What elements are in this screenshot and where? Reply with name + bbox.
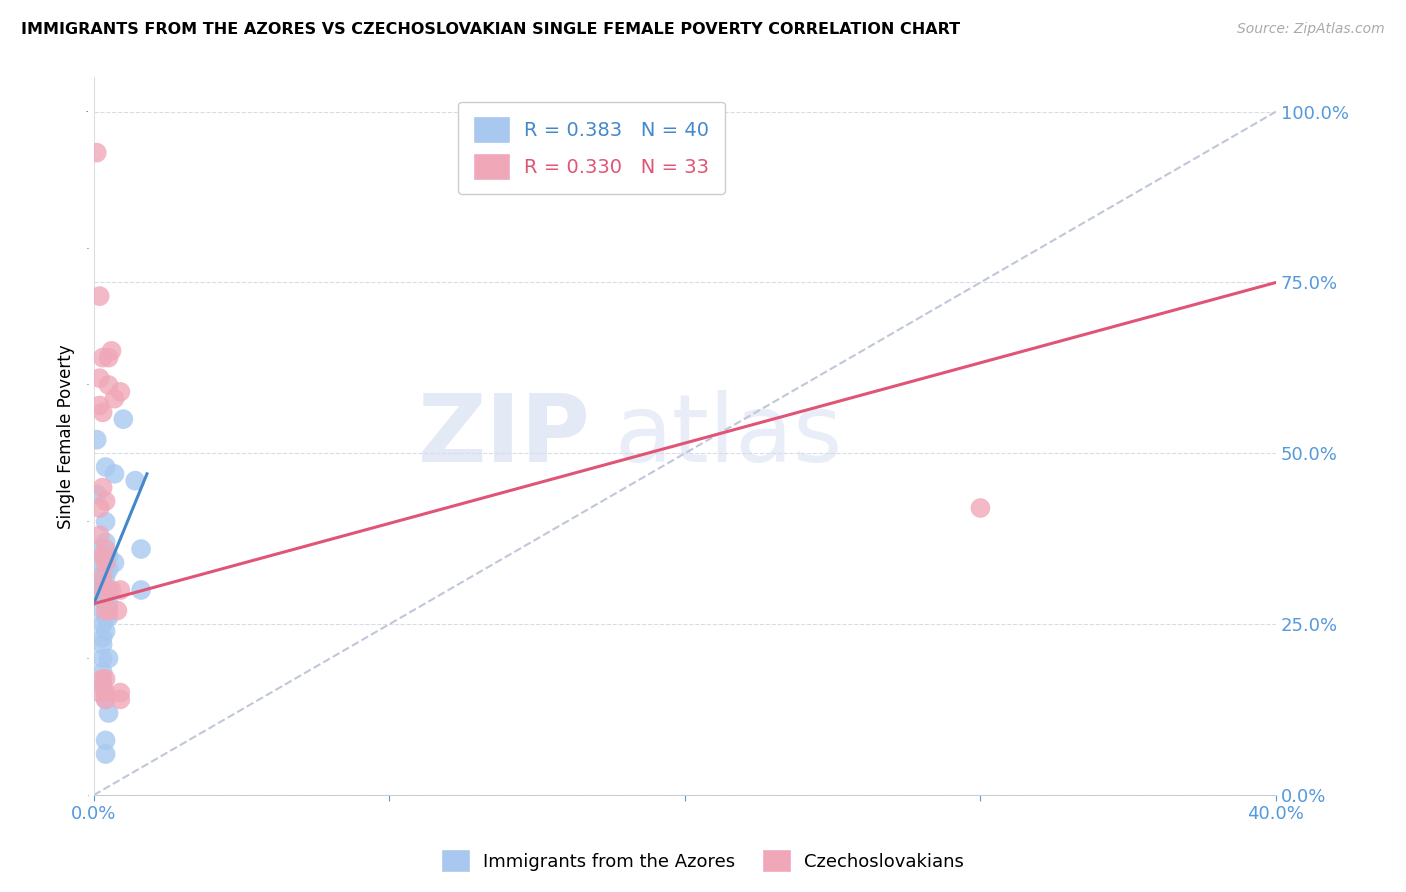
Point — [97, 706, 120, 720]
Point — [89, 541, 111, 556]
Text: ZIP: ZIP — [418, 391, 591, 483]
Point — [91, 631, 114, 645]
Point — [89, 399, 111, 413]
Point — [97, 597, 120, 611]
Point — [94, 549, 117, 563]
Point — [89, 582, 111, 597]
Point — [112, 412, 135, 426]
Point — [103, 392, 125, 406]
Point — [94, 610, 117, 624]
Point — [97, 351, 120, 365]
Point — [94, 515, 117, 529]
Point — [969, 501, 991, 516]
Point — [94, 733, 117, 747]
Point — [86, 433, 108, 447]
Y-axis label: Single Female Poverty: Single Female Poverty — [58, 344, 75, 529]
Point — [94, 747, 117, 761]
Point — [91, 405, 114, 419]
Point — [110, 384, 132, 399]
Point — [91, 638, 114, 652]
Point — [97, 378, 120, 392]
Point — [89, 569, 111, 583]
Point — [94, 624, 117, 638]
Point — [97, 651, 120, 665]
Point — [91, 603, 114, 617]
Point — [91, 672, 114, 686]
Point — [91, 582, 114, 597]
Point — [94, 685, 117, 699]
Point — [94, 590, 117, 604]
Point — [94, 541, 117, 556]
Point — [89, 528, 111, 542]
Point — [94, 692, 117, 706]
Point — [110, 692, 132, 706]
Point — [129, 582, 152, 597]
Point — [91, 576, 114, 591]
Point — [94, 460, 117, 475]
Point — [103, 556, 125, 570]
Text: Source: ZipAtlas.com: Source: ZipAtlas.com — [1237, 22, 1385, 37]
Point — [94, 672, 117, 686]
Point — [100, 582, 122, 597]
Point — [94, 494, 117, 508]
Point — [94, 535, 117, 549]
Point — [91, 651, 114, 665]
Point — [86, 145, 108, 160]
Point — [124, 474, 146, 488]
Point — [89, 371, 111, 385]
Point — [91, 617, 114, 632]
Point — [94, 556, 117, 570]
Point — [97, 603, 120, 617]
Point — [91, 556, 114, 570]
Point — [129, 541, 152, 556]
Legend: Immigrants from the Azores, Czechoslovakians: Immigrants from the Azores, Czechoslovak… — [434, 843, 972, 879]
Legend: R = 0.383   N = 40, R = 0.330   N = 33: R = 0.383 N = 40, R = 0.330 N = 33 — [458, 102, 725, 194]
Point — [94, 692, 117, 706]
Point — [91, 679, 114, 693]
Point — [107, 603, 129, 617]
Point — [94, 603, 117, 617]
Point — [97, 610, 120, 624]
Point — [103, 467, 125, 481]
Point — [89, 685, 111, 699]
Point — [97, 549, 120, 563]
Text: atlas: atlas — [614, 391, 842, 483]
Point — [94, 556, 117, 570]
Point — [100, 343, 122, 358]
Point — [94, 597, 117, 611]
Point — [91, 665, 114, 679]
Point — [97, 582, 120, 597]
Point — [110, 582, 132, 597]
Point — [91, 351, 114, 365]
Point — [91, 549, 114, 563]
Point — [110, 685, 132, 699]
Text: IMMIGRANTS FROM THE AZORES VS CZECHOSLOVAKIAN SINGLE FEMALE POVERTY CORRELATION : IMMIGRANTS FROM THE AZORES VS CZECHOSLOV… — [21, 22, 960, 37]
Point — [97, 562, 120, 576]
Point — [86, 487, 108, 501]
Point — [94, 569, 117, 583]
Point — [91, 481, 114, 495]
Point — [89, 289, 111, 303]
Point — [89, 501, 111, 516]
Point — [91, 569, 114, 583]
